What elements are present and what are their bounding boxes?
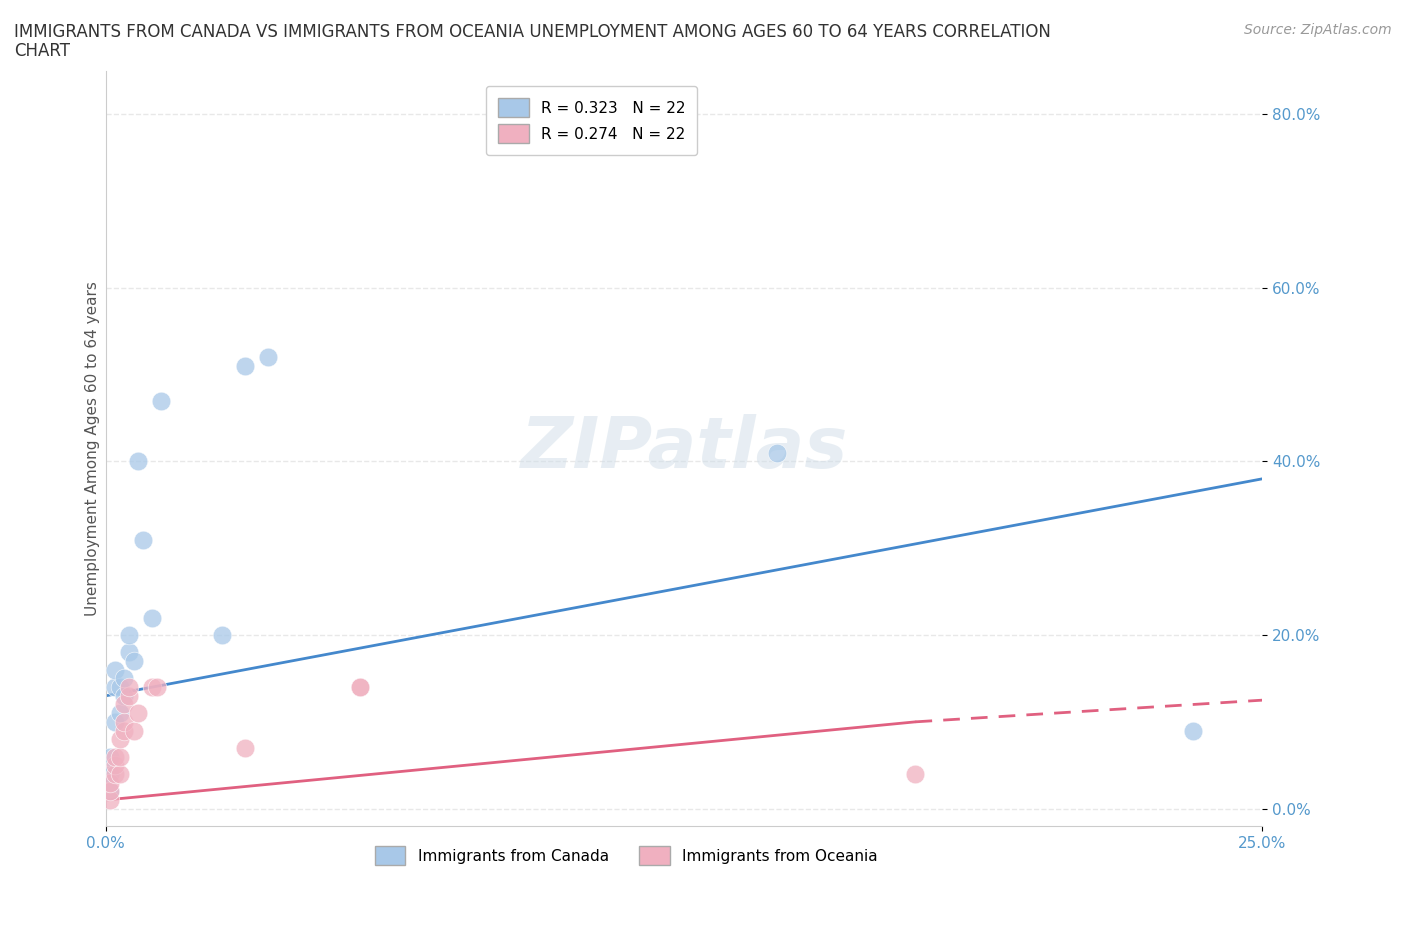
Point xyxy=(100,784,122,799)
Text: ZIPatlas: ZIPatlas xyxy=(520,414,848,483)
Point xyxy=(104,766,127,781)
Point xyxy=(104,680,127,695)
Point xyxy=(100,784,122,799)
Point xyxy=(141,680,163,695)
Point xyxy=(145,680,167,695)
Point xyxy=(104,750,127,764)
Point xyxy=(211,628,233,643)
Point xyxy=(108,732,131,747)
Text: Source: ZipAtlas.com: Source: ZipAtlas.com xyxy=(1244,23,1392,37)
Point xyxy=(108,680,131,695)
Point xyxy=(141,610,163,625)
Text: IMMIGRANTS FROM CANADA VS IMMIGRANTS FROM OCEANIA UNEMPLOYMENT AMONG AGES 60 TO : IMMIGRANTS FROM CANADA VS IMMIGRANTS FRO… xyxy=(14,23,1050,41)
Point xyxy=(100,750,122,764)
Point xyxy=(104,758,127,773)
Point xyxy=(112,671,135,686)
Point xyxy=(122,654,145,669)
Point xyxy=(233,358,256,373)
Point xyxy=(100,766,122,781)
Legend: Immigrants from Canada, Immigrants from Oceania: Immigrants from Canada, Immigrants from … xyxy=(368,841,884,871)
Point xyxy=(349,680,371,695)
Point xyxy=(112,688,135,703)
Point xyxy=(233,740,256,755)
Point xyxy=(112,698,135,712)
Point xyxy=(150,393,173,408)
Point xyxy=(132,532,155,547)
Text: CHART: CHART xyxy=(14,42,70,60)
Point xyxy=(108,750,131,764)
Point xyxy=(108,766,131,781)
Point xyxy=(1182,724,1205,738)
Point xyxy=(118,680,141,695)
Y-axis label: Unemployment Among Ages 60 to 64 years: Unemployment Among Ages 60 to 64 years xyxy=(86,281,100,616)
Point xyxy=(127,454,149,469)
Point xyxy=(904,766,927,781)
Point xyxy=(100,776,122,790)
Point xyxy=(108,706,131,721)
Point xyxy=(127,706,149,721)
Point xyxy=(349,680,371,695)
Point xyxy=(112,724,135,738)
Point xyxy=(118,628,141,643)
Point xyxy=(104,662,127,677)
Point xyxy=(118,688,141,703)
Point xyxy=(118,645,141,660)
Point xyxy=(112,714,135,729)
Point xyxy=(100,792,122,807)
Point xyxy=(256,350,278,365)
Point xyxy=(122,724,145,738)
Point xyxy=(765,445,787,460)
Point xyxy=(104,714,127,729)
